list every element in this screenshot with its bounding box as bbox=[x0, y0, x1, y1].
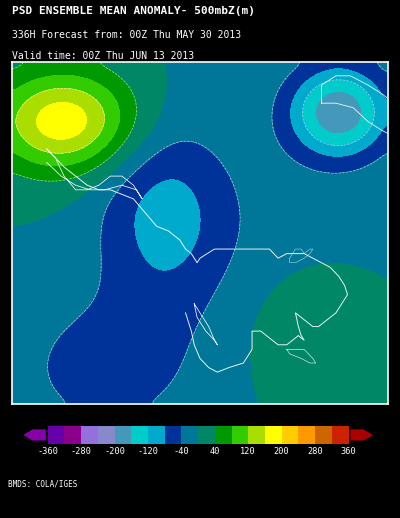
Text: -280: -280 bbox=[71, 447, 92, 456]
Text: -120: -120 bbox=[138, 447, 158, 456]
Text: 280: 280 bbox=[307, 447, 323, 456]
Bar bbox=[215, 426, 232, 444]
Text: BMDS: COLA/IGES: BMDS: COLA/IGES bbox=[8, 480, 77, 489]
FancyArrow shape bbox=[350, 429, 373, 440]
Text: 40: 40 bbox=[210, 447, 220, 456]
Bar bbox=[332, 426, 348, 444]
Text: 200: 200 bbox=[274, 447, 290, 456]
Bar bbox=[48, 426, 64, 444]
Bar bbox=[315, 426, 332, 444]
Bar bbox=[265, 426, 282, 444]
Text: Valid time: 00Z Thu JUN 13 2013: Valid time: 00Z Thu JUN 13 2013 bbox=[12, 51, 194, 61]
Bar bbox=[81, 426, 98, 444]
Text: -40: -40 bbox=[174, 447, 189, 456]
Bar bbox=[282, 426, 298, 444]
FancyArrow shape bbox=[23, 429, 46, 440]
Text: 120: 120 bbox=[240, 447, 256, 456]
Bar bbox=[98, 426, 114, 444]
Bar bbox=[232, 426, 248, 444]
Bar bbox=[198, 426, 215, 444]
Text: 360: 360 bbox=[341, 447, 356, 456]
Bar bbox=[64, 426, 81, 444]
Bar bbox=[148, 426, 165, 444]
Text: 336H Forecast from: 00Z Thu MAY 30 2013: 336H Forecast from: 00Z Thu MAY 30 2013 bbox=[12, 30, 241, 40]
Text: -200: -200 bbox=[104, 447, 125, 456]
Bar bbox=[182, 426, 198, 444]
Text: PSD ENSEMBLE MEAN ANOMALY- 500mbZ(m): PSD ENSEMBLE MEAN ANOMALY- 500mbZ(m) bbox=[12, 6, 255, 16]
Bar bbox=[298, 426, 315, 444]
Bar bbox=[114, 426, 131, 444]
Bar bbox=[131, 426, 148, 444]
Bar bbox=[165, 426, 182, 444]
Text: -360: -360 bbox=[37, 447, 58, 456]
Bar bbox=[248, 426, 265, 444]
